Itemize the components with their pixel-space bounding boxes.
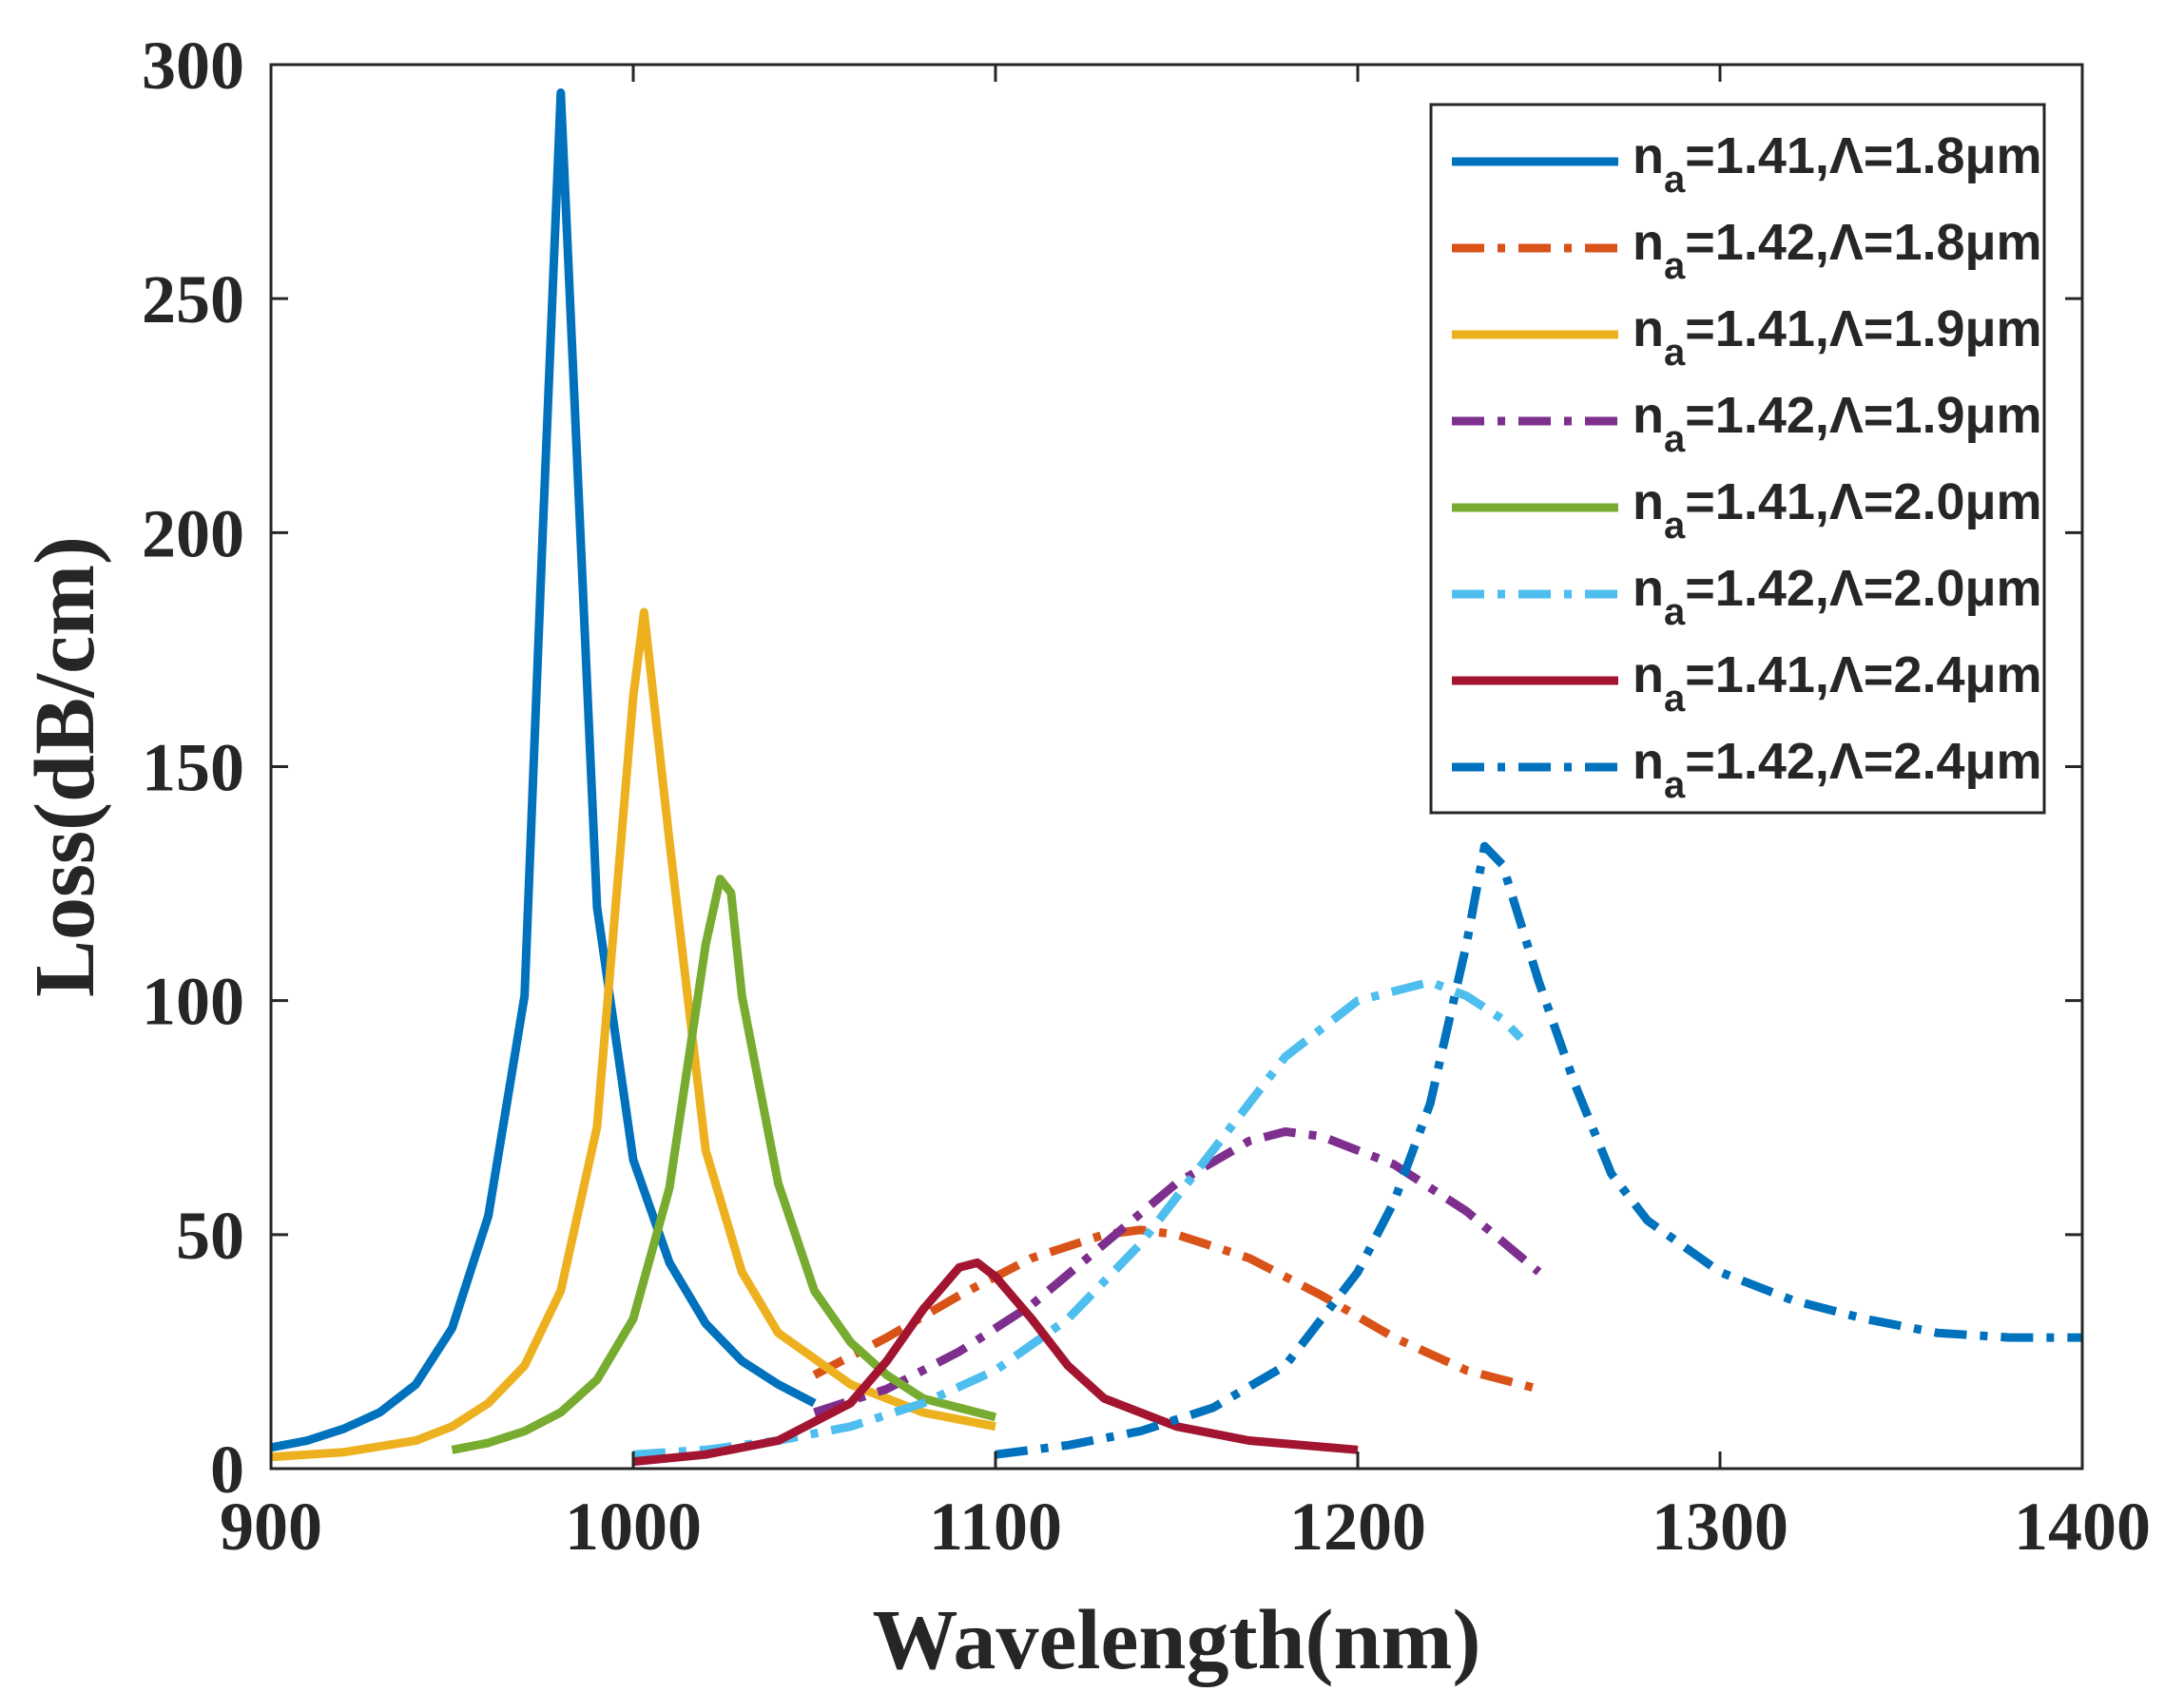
series-line-6 [632, 977, 1524, 1459]
series-line-7 [632, 1258, 1359, 1467]
series-layer [270, 88, 2082, 1467]
x-axis-label: Wavelength(nm) [873, 1593, 1481, 1687]
series-line-8 [995, 841, 2082, 1459]
x-tick-label: 1300 [1652, 1489, 1788, 1565]
legend-entry-4: na=1.42,Λ=1.9μm [1633, 387, 2042, 460]
x-tick-label: 1100 [929, 1489, 1062, 1565]
legend-entry-3: na=1.41,Λ=1.9μm [1633, 300, 2042, 374]
x-tick-label: 1400 [2014, 1489, 2151, 1565]
y-tick-label: 50 [176, 1198, 244, 1274]
series-line-2 [812, 1225, 1540, 1394]
legend-entry-6: na=1.42,Λ=2.0μm [1633, 560, 2042, 633]
legend-entry-5: na=1.41,Λ=2.0μm [1633, 473, 2042, 547]
legend-box [1429, 103, 2046, 815]
y-tick-label: 0 [210, 1432, 244, 1508]
legend-entry-7: na=1.41,Λ=2.4μm [1633, 646, 2042, 720]
legend: na=1.41,Λ=1.8μm na=1.42,Λ=1.8μm na=1.41,Λ=… [1429, 103, 2046, 815]
legend-entry-2: na=1.42,Λ=1.8μm [1633, 214, 2042, 287]
legend-entry-8: na=1.42,Λ=2.4μm [1633, 733, 2042, 806]
series-line-1 [270, 88, 817, 1452]
legend-entry-1: na=1.41,Λ=1.8μm [1633, 127, 2042, 201]
series-line-5 [451, 875, 997, 1454]
x-tick-label: 1200 [1289, 1489, 1426, 1565]
y-tick-label: 150 [142, 730, 244, 806]
y-tick-label: 250 [142, 261, 244, 337]
y-tick-label: 200 [142, 495, 244, 571]
y-axis-label: Loss(dB/cm) [18, 536, 112, 997]
y-tick-label: 300 [142, 28, 244, 104]
series-line-3 [270, 607, 996, 1462]
x-tick-label: 1000 [565, 1489, 702, 1565]
axis-ticks: 900 1000 1100 1200 1300 1400 0 50 100 150 200 250 30… [142, 28, 2151, 1565]
y-tick-label: 100 [142, 964, 244, 1040]
x-tick-label: 900 [220, 1489, 322, 1565]
